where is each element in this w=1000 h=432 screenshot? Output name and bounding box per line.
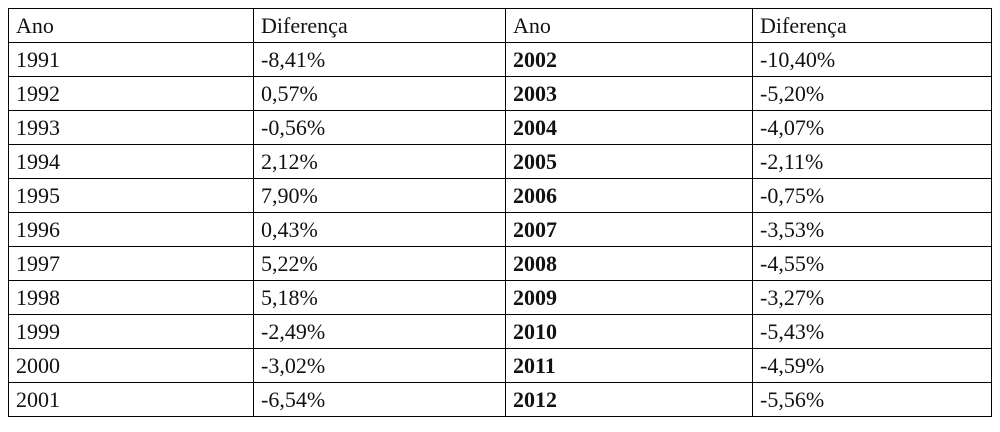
header-row: Ano Diferença Ano Diferença — [8, 8, 992, 43]
year-cell: 2010 — [505, 314, 753, 349]
data-table: Ano Diferença Ano Diferença 1991 -8,41% 2002 -1… — [8, 8, 992, 417]
header-cell: Diferença — [253, 8, 506, 43]
table-cell: -3,02% — [253, 348, 506, 383]
year-cell: 2012 — [505, 382, 753, 417]
table-cell: -3,53% — [752, 212, 992, 247]
table-row: 2001 -6,54% 2012 -5,56% — [8, 382, 992, 417]
header-cell: Diferença — [752, 8, 992, 43]
table-cell: 7,90% — [253, 178, 506, 213]
table-cell: 2000 — [8, 348, 254, 383]
table-cell: -5,20% — [752, 76, 992, 111]
year-cell: 2009 — [505, 280, 753, 315]
table-cell: 1996 — [8, 212, 254, 247]
table-cell: 1999 — [8, 314, 254, 349]
table-cell: -8,41% — [253, 42, 506, 77]
table-cell: 1992 — [8, 76, 254, 111]
year-cell: 2004 — [505, 110, 753, 145]
table-cell: -2,49% — [253, 314, 506, 349]
table-row: 1998 5,18% 2009 -3,27% — [8, 280, 992, 315]
year-cell: 2008 — [505, 246, 753, 281]
table-container: Ano Diferença Ano Diferença 1991 -8,41% 2002 -1… — [8, 8, 992, 417]
year-cell: 2002 — [505, 42, 753, 77]
table-cell: 2001 — [8, 382, 254, 417]
table-cell: 0,43% — [253, 212, 506, 247]
header-cell: Ano — [505, 8, 753, 43]
table-row: 1994 2,12% 2005 -2,11% — [8, 144, 992, 179]
table-cell: 1991 — [8, 42, 254, 77]
table-cell: -10,40% — [752, 42, 992, 77]
header-cell: Ano — [8, 8, 254, 43]
table-cell: 2,12% — [253, 144, 506, 179]
table-cell: -4,55% — [752, 246, 992, 281]
table-cell: -0,56% — [253, 110, 506, 145]
table-cell: -2,11% — [752, 144, 992, 179]
table-cell: 5,22% — [253, 246, 506, 281]
table-row: 1999 -2,49% 2010 -5,43% — [8, 314, 992, 349]
table-row: 1993 -0,56% 2004 -4,07% — [8, 110, 992, 145]
year-cell: 2011 — [505, 348, 753, 383]
table-cell: 5,18% — [253, 280, 506, 315]
table-cell: -0,75% — [752, 178, 992, 213]
table-row: 1995 7,90% 2006 -0,75% — [8, 178, 992, 213]
table-cell: -3,27% — [752, 280, 992, 315]
year-cell: 2003 — [505, 76, 753, 111]
table-row: 1991 -8,41% 2002 -10,40% — [8, 42, 992, 77]
table-cell: -4,07% — [752, 110, 992, 145]
table-cell: 0,57% — [253, 76, 506, 111]
table-cell: -5,43% — [752, 314, 992, 349]
year-cell: 2007 — [505, 212, 753, 247]
table-cell: -4,59% — [752, 348, 992, 383]
table-row: 1992 0,57% 2003 -5,20% — [8, 76, 992, 111]
table-cell: -6,54% — [253, 382, 506, 417]
year-cell: 2005 — [505, 144, 753, 179]
table-row: 2000 -3,02% 2011 -4,59% — [8, 348, 992, 383]
year-cell: 2006 — [505, 178, 753, 213]
table-cell: -5,56% — [752, 382, 992, 417]
table-cell: 1995 — [8, 178, 254, 213]
table-cell: 1994 — [8, 144, 254, 179]
table-cell: 1997 — [8, 246, 254, 281]
table-row: 1996 0,43% 2007 -3,53% — [8, 212, 992, 247]
table-cell: 1993 — [8, 110, 254, 145]
table-cell: 1998 — [8, 280, 254, 315]
table-row: 1997 5,22% 2008 -4,55% — [8, 246, 992, 281]
